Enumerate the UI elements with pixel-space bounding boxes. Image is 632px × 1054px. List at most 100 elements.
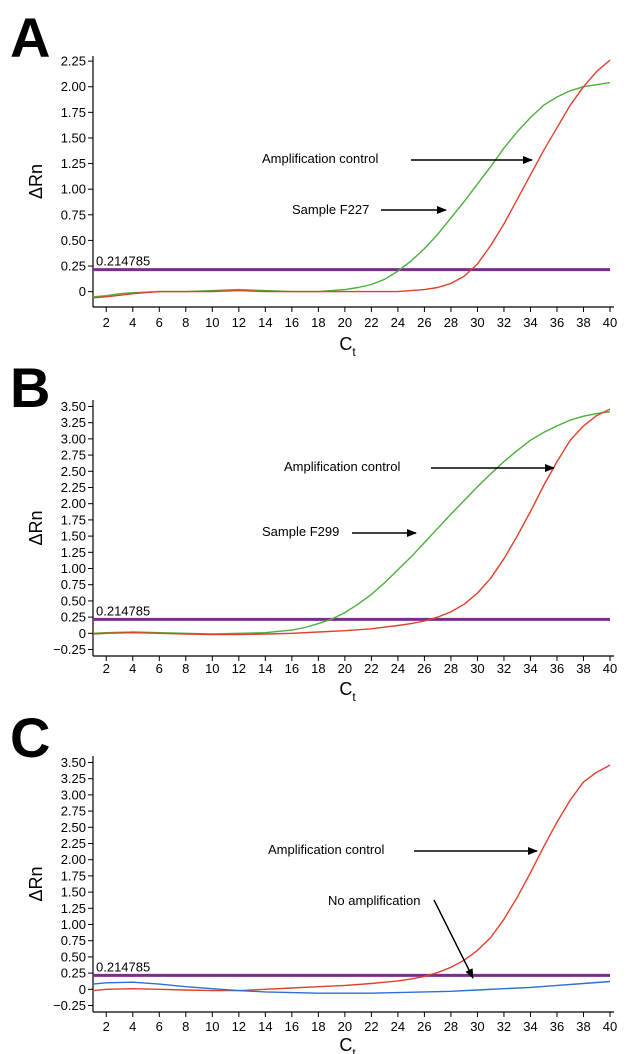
series-line-1 xyxy=(92,764,611,992)
x-tick-label: 22 xyxy=(364,315,378,330)
x-tick-label: 24 xyxy=(391,1019,405,1034)
annotation-arrow xyxy=(433,899,474,979)
panel-b: B −0.25 0 0.25 0.50 0.75 1.00 1.25 1.50 1.75 2.00… xyxy=(0,350,632,710)
annotation-label: Sample F299 xyxy=(262,524,339,539)
panel-a-letter: A xyxy=(10,6,51,69)
x-tick-label: 30 xyxy=(470,661,484,676)
x-tick-label: 4 xyxy=(129,661,136,676)
x-tick-label: 6 xyxy=(156,1019,163,1034)
x-axis-title: Ct xyxy=(339,1035,356,1054)
y-tick-label: 1.25 xyxy=(61,156,86,171)
y-tick-label: 1.00 xyxy=(61,561,86,576)
series-line-1 xyxy=(92,411,611,635)
y-tick-label: 0 xyxy=(79,626,86,641)
y-tick-label: 0.25 xyxy=(61,610,86,625)
y-axis-title: ΔRn xyxy=(26,164,46,199)
x-tick-label: 38 xyxy=(576,1019,590,1034)
y-tick-label: 1.00 xyxy=(61,917,86,932)
x-tick-label: 32 xyxy=(497,1019,511,1034)
x-tick-label: 26 xyxy=(417,315,431,330)
chart-c: −0.2500.250.500.751.001.251.501.752.002.… xyxy=(26,755,617,1054)
y-tick-label: 3.50 xyxy=(61,755,86,770)
x-tick-label: 6 xyxy=(156,661,163,676)
y-tick-label: 1.75 xyxy=(61,512,86,527)
series-line-1 xyxy=(92,81,611,298)
x-tick-label: 14 xyxy=(258,315,272,330)
x-tick-label: 10 xyxy=(205,661,219,676)
y-tick-label: 0.50 xyxy=(61,949,86,964)
x-tick-label: 2 xyxy=(103,315,110,330)
y-tick-label: 1.25 xyxy=(61,901,86,916)
annotation-label: Amplification control xyxy=(262,151,378,166)
y-tick-label: 2.25 xyxy=(61,480,86,495)
y-axis-title: ΔRn xyxy=(26,510,46,545)
y-tick-label: 2.75 xyxy=(61,448,86,463)
chart-b: −0.2500.250.500.751.001.251.501.752.002.… xyxy=(26,399,617,704)
y-tick-label: 3.00 xyxy=(61,787,86,802)
x-tick-label: 40 xyxy=(603,315,617,330)
x-tick-label: 38 xyxy=(576,315,590,330)
y-tick-label: 0 xyxy=(79,284,86,299)
panel-a: A 0 0.25 0.50 0.75 1.00 1.25 1.50 1.75 2.00 2.25 2… xyxy=(0,0,632,360)
y-tick-label: 2.50 xyxy=(61,464,86,479)
x-tick-label: 22 xyxy=(364,1019,378,1034)
y-tick-label: 1.75 xyxy=(61,868,86,883)
x-tick-label: 18 xyxy=(311,315,325,330)
x-tick-label: 22 xyxy=(364,661,378,676)
y-tick-label: 0 xyxy=(79,982,86,997)
x-tick-label: 12 xyxy=(232,661,246,676)
series-line-2 xyxy=(92,408,611,636)
x-tick-label: 16 xyxy=(285,661,299,676)
y-tick-label: 0.25 xyxy=(61,966,86,981)
y-tick-label: 0.75 xyxy=(61,933,86,948)
x-tick-label: 10 xyxy=(205,1019,219,1034)
x-tick-label: 28 xyxy=(444,315,458,330)
x-tick-label: 26 xyxy=(417,661,431,676)
panel-b-letter: B xyxy=(10,356,51,419)
x-tick-label: 28 xyxy=(444,1019,458,1034)
y-tick-label: 2.00 xyxy=(61,496,86,511)
x-tick-label: 40 xyxy=(603,661,617,676)
annotation-label: No amplification xyxy=(328,893,421,908)
x-tick-label: 28 xyxy=(444,661,458,676)
x-tick-label: 12 xyxy=(232,1019,246,1034)
threshold-label: 0.214785 xyxy=(96,603,150,618)
x-tick-label: 16 xyxy=(285,1019,299,1034)
x-tick-label: 10 xyxy=(205,315,219,330)
x-tick-label: 40 xyxy=(603,1019,617,1034)
x-tick-label: 36 xyxy=(550,661,564,676)
x-tick-label: 6 xyxy=(156,315,163,330)
y-tick-label: 1.00 xyxy=(61,182,86,197)
x-tick-label: 8 xyxy=(182,661,189,676)
y-tick-label: 3.25 xyxy=(61,771,86,786)
x-tick-label: 34 xyxy=(523,315,537,330)
y-tick-label: 1.25 xyxy=(61,545,86,560)
x-tick-label: 16 xyxy=(285,315,299,330)
annotation-label: Sample F227 xyxy=(292,202,369,217)
x-tick-label: 14 xyxy=(258,661,272,676)
x-tick-label: 2 xyxy=(103,1019,110,1034)
threshold-label: 0.214785 xyxy=(96,959,150,974)
x-tick-label: 32 xyxy=(497,315,511,330)
y-tick-label: −0.25 xyxy=(53,998,86,1013)
x-tick-label: 14 xyxy=(258,1019,272,1034)
annotation-label: Amplification control xyxy=(284,459,400,474)
y-tick-label: 1.75 xyxy=(61,105,86,120)
y-tick-label: 1.50 xyxy=(61,529,86,544)
x-tick-label: 30 xyxy=(470,1019,484,1034)
y-axis-title: ΔRn xyxy=(26,866,46,901)
x-tick-label: 38 xyxy=(576,661,590,676)
y-tick-label: 2.25 xyxy=(61,836,86,851)
y-tick-label: 1.50 xyxy=(61,130,86,145)
x-tick-label: 36 xyxy=(550,315,564,330)
x-tick-label: 34 xyxy=(523,1019,537,1034)
y-tick-label: 0.50 xyxy=(61,233,86,248)
x-tick-label: 8 xyxy=(182,1019,189,1034)
x-tick-label: 4 xyxy=(129,315,136,330)
threshold-label: 0.214785 xyxy=(96,254,150,269)
x-axis-title: Ct xyxy=(339,334,356,359)
x-tick-label: 36 xyxy=(550,1019,564,1034)
x-tick-label: 34 xyxy=(523,661,537,676)
y-tick-label: 0.25 xyxy=(61,259,86,274)
x-tick-label: 30 xyxy=(470,315,484,330)
